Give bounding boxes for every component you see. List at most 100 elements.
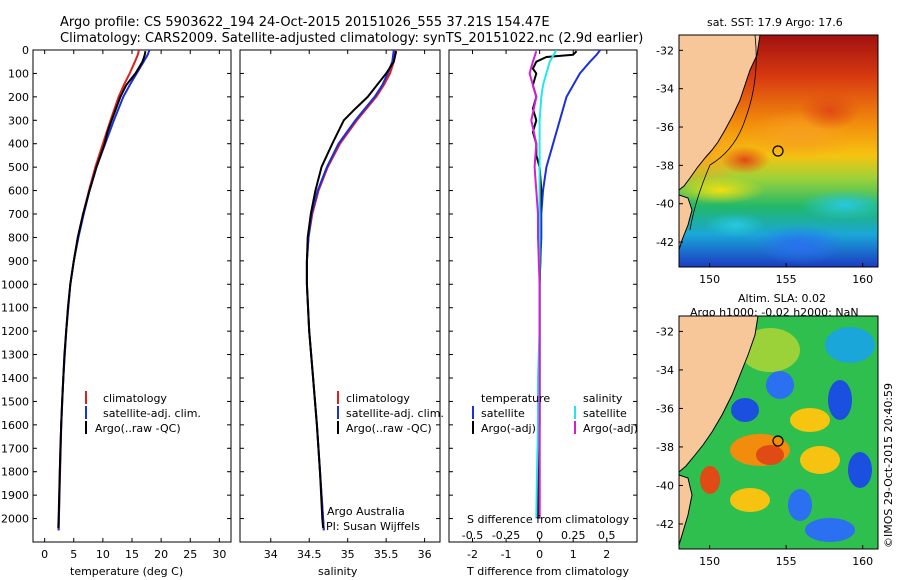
- salinity-axes: [239, 49, 441, 543]
- depth-tick-label: 1900: [1, 489, 29, 502]
- temperature-series: [57, 50, 151, 531]
- sla-map: [679, 316, 878, 549]
- x-tick-label: 34.5: [297, 548, 322, 561]
- depth-tick-label: 200: [8, 91, 29, 104]
- sst-map-frame: [678, 34, 879, 268]
- s-diff-tick-label: 0.5: [598, 529, 616, 542]
- difference-xlabel: T difference from climatology: [466, 565, 629, 578]
- series-argo-raw-qc-: [305, 50, 398, 528]
- series-temperature-satellite: [538, 50, 601, 519]
- temperature-x-axis: 0 5 10 15 20 25 30: [41, 50, 226, 561]
- depth-tick-label: 1200: [1, 325, 29, 338]
- depth-tick-label: 900: [8, 255, 29, 268]
- temperature-axes: [32, 49, 232, 543]
- difference-series: [528, 50, 601, 519]
- map-lat-tick-label: -40: [656, 198, 674, 211]
- sla-map-title-line1: Altim. SLA: 0.02: [738, 292, 826, 305]
- depth-tick-label: 700: [8, 208, 29, 221]
- temperature-legend: climatology satellite-adj. clim. Argo(..…: [85, 391, 201, 435]
- figure-title-line1: Argo profile: CS 5903622_194 24-Oct-2015…: [60, 15, 550, 30]
- x-tick-label: 30: [212, 548, 226, 561]
- depth-tick-label: 400: [8, 138, 29, 151]
- map-lon-tick-label: 160: [852, 273, 873, 286]
- depth-tick-label: 0: [22, 44, 29, 57]
- map-lon-tick-label: 160: [852, 555, 873, 568]
- x-tick-label: 2: [603, 548, 610, 561]
- depth-tick-label: 1700: [1, 442, 29, 455]
- legend-climatology: climatology: [103, 392, 167, 405]
- difference-axes: [448, 49, 638, 543]
- temperature-xlabel: temperature (deg C): [70, 565, 183, 578]
- x-tick-label: 15: [125, 548, 139, 561]
- legend-satellite: satellite-adj. clim.: [346, 407, 444, 420]
- x-tick-label: 35: [341, 548, 355, 561]
- depth-tick-label: 500: [8, 161, 29, 174]
- legend-salinity-title: salinity: [583, 392, 623, 405]
- depth-tick-label: 800: [8, 231, 29, 244]
- depth-tick-label: 600: [8, 185, 29, 198]
- map-lon-tick-label: 155: [776, 273, 797, 286]
- depth-tick-label: 1600: [1, 419, 29, 432]
- sst-map: [679, 35, 878, 267]
- difference-legend: temperature satellite Argo(-adj) salinit…: [472, 392, 638, 435]
- depth-tick-label: 1300: [1, 349, 29, 362]
- map-lat-tick-label: -42: [656, 236, 674, 249]
- map-lat-tick-label: -32: [656, 325, 674, 338]
- sla-map-axes: 150 155 160 -32 -34 -36 -38 -40 -42: [656, 325, 873, 568]
- series-argo-raw-qc-: [57, 51, 147, 528]
- map-lat-tick-label: -32: [656, 44, 674, 57]
- map-lat-tick-label: -42: [656, 518, 674, 531]
- salinity-xlabel: salinity: [318, 565, 358, 578]
- depth-tick-label: 1400: [1, 372, 29, 385]
- depth-tick-label: 1100: [1, 302, 29, 315]
- map-lat-tick-label: -36: [656, 121, 674, 134]
- sla-float-marker: [772, 435, 784, 447]
- sla-map-frame: [678, 315, 879, 550]
- series-salinity-argo-adj-: [528, 50, 541, 519]
- depth-tick-label: 2000: [1, 513, 29, 526]
- s-diff-tick-label: 0: [536, 529, 543, 542]
- legend-argo: Argo(..raw -QC): [95, 422, 181, 435]
- legend-temperature-title: temperature: [481, 392, 550, 405]
- x-tick-label: 5: [70, 548, 77, 561]
- series-climatology: [305, 50, 397, 531]
- x-tick-label: 34: [264, 548, 278, 561]
- x-tick-label: 1: [570, 548, 577, 561]
- legend-temp-argo: Argo(-adj): [481, 422, 536, 435]
- map-lat-tick-label: -38: [656, 441, 674, 454]
- depth-tick-label: 100: [8, 67, 29, 80]
- salinity-x-axis: 34 34.5 35 35.5 36: [264, 50, 432, 561]
- map-lat-tick-label: -40: [656, 479, 674, 492]
- sst-map-axes: 150 155 160 -32 -34 -36 -38 -40 -42: [656, 44, 873, 286]
- figure-title-line2: Climatology: CARS2009. Satellite-adjuste…: [60, 31, 643, 46]
- legend-satellite: satellite-adj. clim.: [103, 407, 201, 420]
- series-satellite-adj-clim-: [57, 50, 151, 531]
- legend-argo: Argo(..raw -QC): [346, 422, 432, 435]
- depth-tick-label: 1500: [1, 395, 29, 408]
- credit-argo-australia: Argo Australia: [327, 505, 405, 518]
- x-tick-label: 35.5: [374, 548, 399, 561]
- x-tick-label: 20: [154, 548, 168, 561]
- difference-x-axis: -2 -1 0 1 2 -0.5 -0.25 0 0.25 0.5: [462, 50, 616, 561]
- depth-tick-label: 1800: [1, 466, 29, 479]
- difference-xlabel-top: S difference from climatology: [467, 513, 630, 526]
- x-tick-label: 0: [41, 548, 48, 561]
- s-diff-tick-label: -0.5: [462, 529, 483, 542]
- depth-tick-label: 300: [8, 114, 29, 127]
- x-tick-label: -2: [467, 548, 478, 561]
- x-tick-label: 0: [536, 548, 543, 561]
- legend-climatology: climatology: [346, 392, 410, 405]
- map-lat-tick-label: -34: [656, 83, 674, 96]
- series-salinity-satellite: [535, 50, 558, 519]
- salinity-series: [305, 50, 398, 531]
- x-tick-label: 36: [418, 548, 432, 561]
- salinity-legend: climatology satellite-adj. clim. Argo(..…: [337, 391, 444, 435]
- map-lon-tick-label: 150: [699, 555, 720, 568]
- map-lat-tick-label: -34: [656, 364, 674, 377]
- legend-temp-satellite: satellite: [481, 407, 525, 420]
- depth-tick-label: 1000: [1, 278, 29, 291]
- imos-credit: ©IMOS 29-Oct-2015 20:40:59: [882, 383, 895, 548]
- legend-sal-satellite: satellite: [583, 407, 627, 420]
- map-lon-tick-label: 155: [776, 555, 797, 568]
